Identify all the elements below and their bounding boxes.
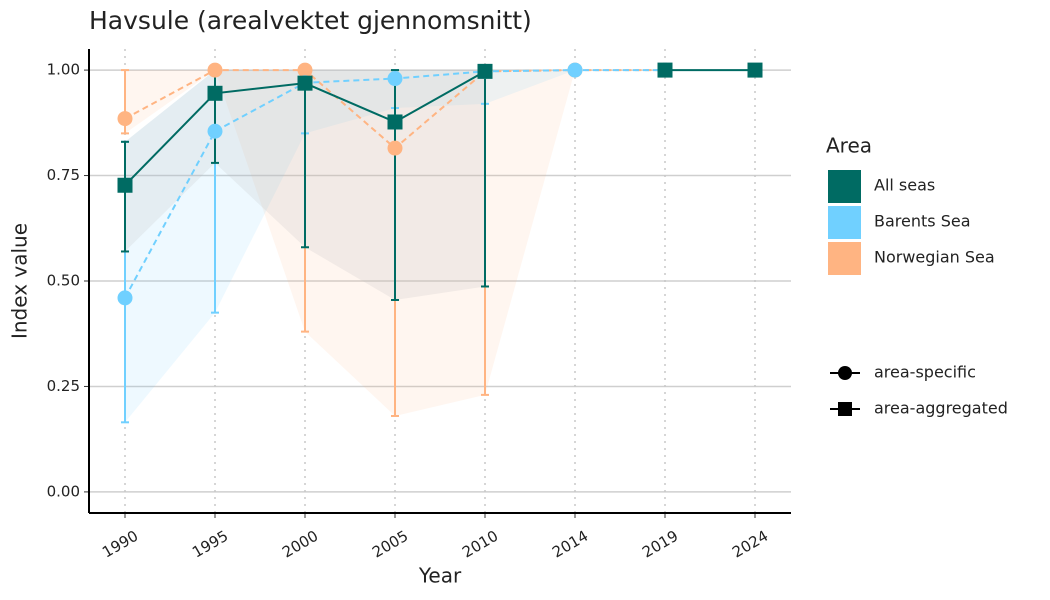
legend-label: area-aggregated: [874, 399, 1008, 418]
y-axis-label: Index value: [8, 223, 32, 339]
chart-title: Havsule (arealvektet gjennomsnitt): [89, 6, 532, 35]
ci-ribbon: [125, 70, 665, 423]
x-tick-label: 2005: [369, 527, 411, 562]
y-tick-label: 0.00: [47, 482, 80, 500]
x-tick-label: 2019: [639, 527, 681, 562]
point: [207, 123, 223, 139]
y-tick-label: 0.25: [47, 377, 80, 395]
x-tick-label: 2014: [549, 527, 591, 562]
point: [567, 62, 583, 78]
legend-key: [828, 206, 861, 239]
point: [747, 62, 763, 78]
point: [297, 62, 313, 78]
point: [117, 290, 133, 306]
x-tick-label: 1990: [99, 527, 141, 562]
legend-label: Norwegian Sea: [874, 248, 995, 267]
point: [117, 111, 133, 127]
y-tick-label: 0.50: [47, 272, 80, 290]
error-bar: [121, 140, 129, 253]
point: [117, 177, 133, 193]
legend-title: Area: [826, 134, 872, 158]
error-bar: [391, 69, 399, 301]
x-tick-label: 2010: [459, 527, 501, 562]
legend-label: All seas: [874, 176, 935, 195]
legend-key: [828, 242, 861, 275]
x-tick-label: 2000: [279, 527, 321, 562]
legend-label: Barents Sea: [874, 212, 971, 231]
point: [477, 63, 493, 79]
point: [387, 71, 403, 87]
legend-shape: [838, 402, 852, 416]
legend-shape: [838, 366, 852, 380]
legend-label: area-specific: [874, 363, 976, 382]
x-tick-label: 1995: [189, 527, 231, 562]
y-tick-label: 1.00: [47, 61, 80, 79]
point: [387, 140, 403, 156]
point: [387, 114, 403, 130]
x-axis-label: Year: [418, 564, 462, 588]
point: [297, 75, 313, 91]
point: [657, 62, 673, 78]
x-tick-label: 2024: [729, 527, 771, 562]
point: [207, 85, 223, 101]
point: [207, 62, 223, 78]
y-tick-label: 0.75: [47, 166, 80, 184]
legend-key: [828, 170, 861, 203]
